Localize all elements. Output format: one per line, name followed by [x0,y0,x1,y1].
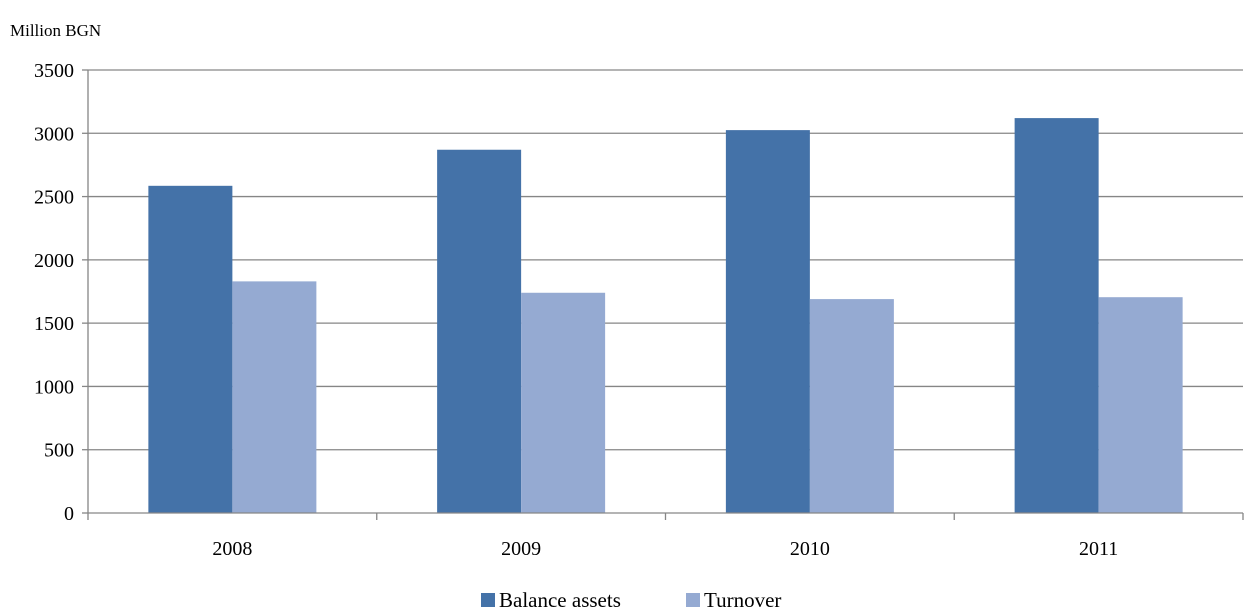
x-tick-label: 2010 [790,538,830,560]
y-tick-label: 0 [64,503,74,525]
bar-balance-assets-2011 [1014,118,1099,514]
axes: 0 500 1000 1500 2000 2500 3000 3500 2008 2009 2010… [34,60,1244,560]
y-tick-label: 500 [44,440,74,462]
y-tick-label: 2500 [34,187,74,209]
y-axis-label: Million BGN [10,21,101,40]
bars [148,118,1183,514]
bar-balance-assets-2010 [725,130,810,513]
legend: Balance assets Turnover [481,588,781,612]
bar-turnover-2010 [809,299,894,513]
bar-turnover-2009 [521,292,606,513]
legend-swatch-balance-assets [481,593,495,607]
bar-turnover-2008 [232,281,317,513]
legend-label: Turnover [704,588,781,610]
y-tick-label: 1000 [34,376,74,398]
y-tick-label: 2000 [34,250,74,272]
legend-swatch-turnover [686,593,700,607]
bar-balance-assets-2009 [437,149,522,514]
x-tick-label: 2008 [212,538,252,560]
legend-label: Balance assets [499,588,621,610]
y-tick-label: 1500 [34,313,74,335]
y-tick-label: 3500 [34,60,74,82]
y-tick-label: 3000 [34,123,74,145]
bar-balance-assets-2008 [148,185,233,513]
bar-turnover-2011 [1098,297,1183,513]
x-tick-label: 2011 [1079,538,1118,560]
x-tick-label: 2009 [501,538,541,560]
